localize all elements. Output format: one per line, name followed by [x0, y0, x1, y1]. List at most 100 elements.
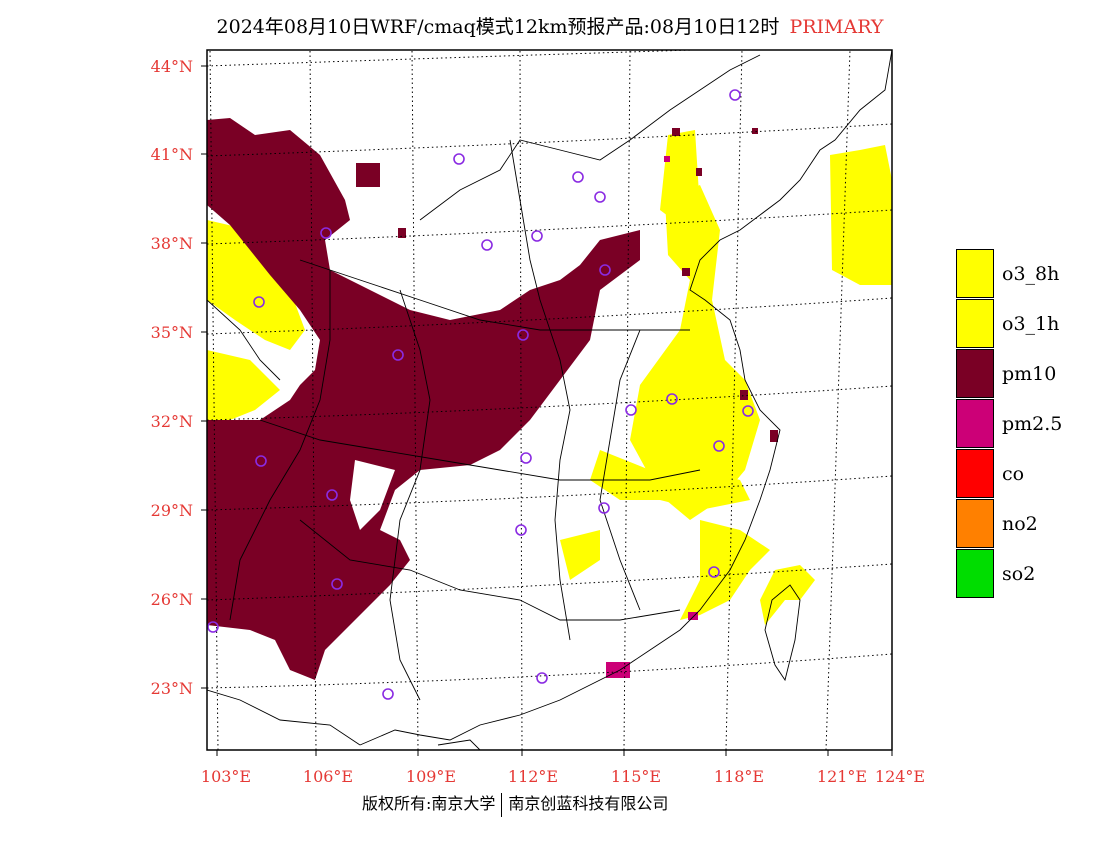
o3-area-qinghai-e	[207, 220, 305, 350]
station-marker	[713, 440, 725, 452]
copyright-footer: 版权所有:南京大学 南京创蓝科技有限公司	[362, 790, 668, 817]
pollutant-legend: o3_8h o3_1h pm10 pm2.5 co no2 so2	[956, 249, 1096, 599]
legend-swatch	[956, 349, 994, 398]
lat-label: 44°N	[151, 57, 193, 76]
province-lines-c	[259, 419, 701, 481]
legend-swatch	[956, 399, 994, 448]
province-lines-a	[419, 54, 761, 221]
province-lines-b	[299, 259, 690, 331]
lat-label: 35°N	[151, 323, 193, 342]
province-lines-g	[599, 329, 641, 611]
legend-label: co	[1002, 463, 1025, 485]
province-lines-h	[229, 270, 331, 621]
station-marker	[708, 566, 720, 578]
legend-swatch	[956, 449, 994, 498]
o3-area-hunan	[560, 530, 600, 580]
graticule	[207, 50, 892, 750]
legend-item-so2: so2	[956, 549, 1096, 599]
lat-label: 26°N	[151, 590, 193, 609]
lon-label: 109°E	[406, 767, 456, 786]
legend-swatch	[956, 249, 994, 298]
lon-label: 115°E	[611, 767, 661, 786]
station-marker	[520, 452, 532, 464]
province-lines-f	[389, 289, 431, 701]
legend-item-co: co	[956, 449, 1096, 499]
lon-label: 103°E	[201, 767, 251, 786]
legend-swatch	[956, 499, 994, 548]
pm10-patch-d	[696, 168, 702, 176]
map-frame	[206, 49, 893, 751]
legend-label: pm2.5	[1002, 413, 1063, 435]
station-marker	[255, 455, 267, 467]
province-lines-i	[207, 299, 281, 381]
legend-swatch	[956, 549, 994, 598]
lon-label: 121°E	[817, 767, 867, 786]
station-marker	[572, 171, 584, 183]
pm10-patch-e	[752, 128, 758, 134]
legend-item-o3-1h: o3_1h	[956, 299, 1096, 349]
hainan-outline	[437, 739, 481, 750]
legend-item-o3-8h: o3_8h	[956, 249, 1096, 299]
lat-labels: 44°N 41°N 38°N 35°N 32°N 29°N 26°N 23°N	[151, 57, 193, 698]
pm10-area-main	[207, 118, 640, 680]
o3-area-shandong	[630, 185, 760, 520]
station-marker	[481, 239, 493, 251]
o3-area-taiwan-n	[760, 565, 815, 625]
legend-swatch	[956, 299, 994, 348]
station-marker	[320, 227, 332, 239]
copyright-owner: 版权所有:南京大学	[362, 794, 496, 813]
lat-label: 32°N	[151, 412, 193, 431]
station-marker	[598, 502, 610, 514]
o3-area-hebei	[660, 130, 700, 225]
o3-area-jiangnan	[590, 450, 750, 510]
legend-label: o3_8h	[1002, 263, 1060, 285]
station-marker	[599, 264, 611, 276]
lat-ticks	[201, 65, 207, 689]
legend-label: pm10	[1002, 363, 1057, 385]
lon-ticks	[216, 750, 893, 756]
pm10-patch-h	[770, 430, 778, 442]
pm10-layer	[207, 118, 778, 680]
pm10-patch-g	[740, 390, 748, 400]
station-marker	[594, 191, 606, 203]
station-marker	[742, 405, 754, 417]
pm25-patch-hebei	[664, 156, 670, 162]
station-marker	[729, 89, 741, 101]
national-border	[207, 689, 361, 746]
map-title: 2024年08月10日WRF/cmaq模式12km预报产品:08月10日12时 P…	[0, 12, 1100, 39]
station-marker	[531, 230, 543, 242]
station-marker	[517, 329, 529, 341]
lon-label: 124°E	[875, 767, 925, 786]
station-marker	[392, 349, 404, 361]
o3-layer	[207, 130, 892, 625]
station-marker	[207, 621, 219, 633]
pm10-patch-b	[398, 228, 406, 238]
pm10-patch-a	[356, 163, 380, 187]
station-marker	[515, 524, 527, 536]
boundaries	[207, 50, 892, 750]
o3-area-fujian	[680, 520, 770, 620]
stations	[207, 89, 754, 700]
legend-label: no2	[1002, 513, 1038, 535]
legend-item-no2: no2	[956, 499, 1096, 549]
pm10-patch-c	[672, 128, 680, 136]
primary-tag: PRIMARY	[789, 16, 884, 38]
station-marker	[331, 578, 343, 590]
lat-label: 23°N	[151, 679, 193, 698]
province-lines-d	[299, 519, 681, 621]
pm10-area-hole	[350, 460, 395, 530]
lon-label: 106°E	[303, 767, 353, 786]
legend-item-pm10: pm10	[956, 349, 1096, 399]
station-marker	[666, 393, 678, 405]
station-marker	[453, 153, 465, 165]
station-marker	[382, 688, 394, 700]
lat-label: 29°N	[151, 501, 193, 520]
footer-divider	[501, 792, 503, 817]
lon-label: 112°E	[508, 767, 558, 786]
lat-label: 38°N	[151, 234, 193, 253]
legend-item-pm25: pm2.5	[956, 399, 1096, 449]
title-text: 2024年08月10日WRF/cmaq模式12km预报产品:08月10日12时	[216, 16, 780, 38]
o3-area-sichuan-w	[207, 350, 280, 430]
copyright-company: 南京创蓝科技有限公司	[508, 794, 669, 813]
